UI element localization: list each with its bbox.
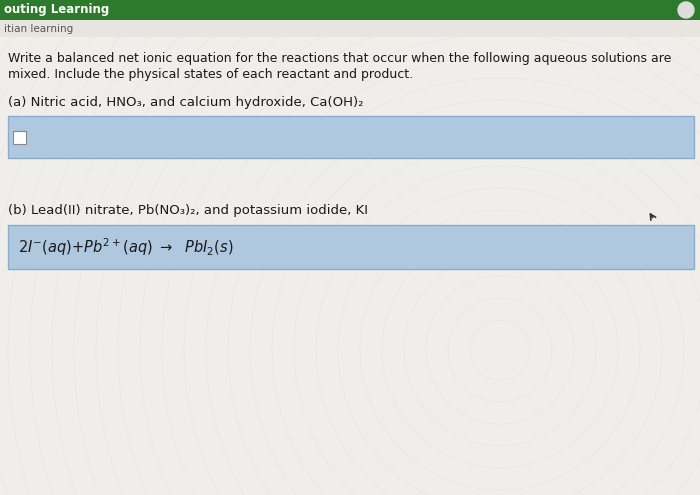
Bar <box>8 225 694 269</box>
Bar <box>8 116 694 158</box>
Text: Write a balanced net ionic equation for the reactions that occur when the follow: Write a balanced net ionic equation for … <box>8 52 671 65</box>
Bar <box>13 131 26 144</box>
Circle shape <box>678 2 694 18</box>
Text: mixed. Include the physical states of each reactant and product.: mixed. Include the physical states of ea… <box>8 68 413 81</box>
Text: (b) Lead(II) nitrate, Pb(NO₃)₂, and potassium iodide, KI: (b) Lead(II) nitrate, Pb(NO₃)₂, and pota… <box>8 204 368 217</box>
Text: itian learning: itian learning <box>4 23 74 34</box>
Text: (a) Nitric acid, HNO₃, and calcium hydroxide, Ca(OH)₂: (a) Nitric acid, HNO₃, and calcium hydro… <box>8 96 363 109</box>
Bar <box>0 0 700 20</box>
Text: $\mathit{2I^{-}}\mathit{(aq)}\mathit{ + Pb^{2+}}\mathit{(aq)}\ \rightarrow\ \ \m: $\mathit{2I^{-}}\mathit{(aq)}\mathit{ + … <box>18 236 234 258</box>
Text: outing Learning: outing Learning <box>4 3 109 16</box>
Bar <box>0 20 700 37</box>
